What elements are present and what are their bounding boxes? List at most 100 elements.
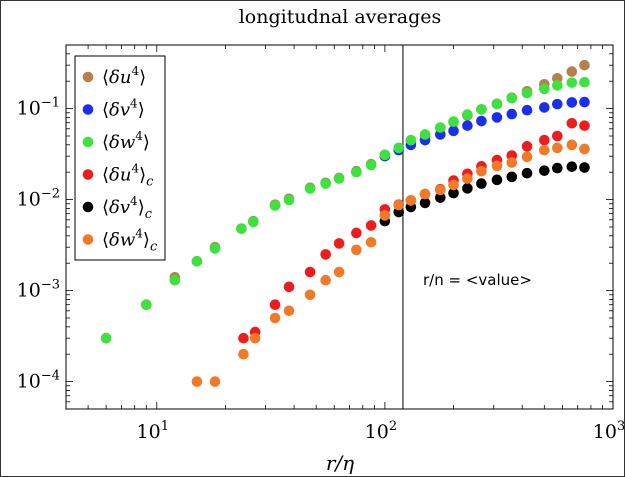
chart-title: longitudnal averages [239, 6, 442, 28]
data-point-series-2 [320, 178, 331, 189]
legend-marker [82, 136, 94, 148]
data-point-series-2 [435, 122, 446, 133]
data-point-series-2 [476, 104, 487, 115]
data-point-series-2 [405, 134, 417, 146]
data-point-series-5 [238, 348, 249, 360]
legend-marker [82, 201, 94, 213]
legend-label: ⟨δw4⟩c [102, 227, 158, 255]
data-point-series-5 [333, 266, 345, 278]
data-point-series-3 [566, 117, 578, 129]
data-point-series-2 [365, 159, 377, 171]
data-point-series-5 [506, 157, 518, 168]
data-point-series-5 [566, 139, 578, 151]
data-point-series-1 [521, 104, 533, 116]
data-point-series-2 [491, 98, 503, 110]
plot-area: 101 102 103 10−4 10−3 10−2 10−1 r/n = <value> ⟨δ… [17, 44, 624, 443]
reference-line-annotation: r/n = <value> [423, 271, 532, 289]
data-point-series-2 [333, 173, 345, 184]
y-tick-label: 10−4 [17, 369, 60, 393]
y-tick-label: 10−1 [17, 96, 60, 120]
data-point-series-4 [566, 161, 578, 172]
data-point-series-5 [283, 305, 295, 317]
data-point-series-5 [552, 142, 563, 154]
y-tick-label: 10−2 [17, 187, 60, 211]
data-point-series-2 [566, 77, 578, 88]
data-point-series-4 [521, 167, 533, 179]
legend-label: ⟨δu4⟩ [102, 64, 146, 88]
data-point-series-3 [521, 141, 533, 152]
data-point-series-1 [491, 112, 503, 123]
data-point-series-2 [100, 332, 112, 344]
x-tick-label: 102 [365, 419, 397, 443]
data-point-series-5 [491, 160, 503, 172]
data-point-series-2 [304, 183, 316, 194]
data-point-series-3 [283, 281, 295, 293]
data-point-series-2 [521, 87, 533, 99]
data-point-series-1 [566, 97, 578, 108]
x-tick-label: 101 [137, 419, 169, 443]
data-point-series-0 [579, 59, 590, 71]
data-point-series-3 [320, 249, 331, 260]
data-point-series-4 [506, 171, 518, 183]
data-point-series-5 [320, 274, 331, 286]
data-point-series-2 [539, 83, 550, 95]
data-point-series-1 [579, 96, 590, 108]
data-point-series-4 [448, 187, 459, 199]
data-point-series-2 [169, 274, 181, 286]
x-axis-label: r/η [326, 451, 354, 475]
x-tick-label: 103 [593, 419, 624, 443]
y-tick-label: 10−3 [17, 278, 60, 302]
data-point-series-4 [552, 162, 563, 174]
data-point-series-5 [393, 199, 405, 211]
data-point-series-1 [552, 98, 563, 110]
data-point-series-5 [249, 332, 261, 344]
data-point-series-1 [462, 120, 473, 131]
legend-label: ⟨δv4⟩c [102, 194, 153, 222]
data-point-series-2 [448, 116, 459, 127]
data-point-series-3 [333, 238, 345, 249]
data-point-series-2 [209, 243, 221, 254]
data-point-series-5 [379, 210, 391, 221]
data-point-series-5 [419, 188, 431, 200]
data-point-series-5 [476, 165, 487, 177]
data-point-series-5 [521, 151, 533, 163]
data-point-series-2 [351, 166, 362, 178]
legend-label: ⟨δv4⟩ [102, 97, 145, 121]
data-point-series-5 [462, 173, 473, 184]
data-point-series-2 [393, 142, 405, 154]
data-point-series-2 [579, 76, 590, 88]
data-point-series-2 [462, 109, 473, 120]
data-point-series-5 [209, 376, 221, 387]
data-point-series-3 [539, 134, 550, 146]
data-point-series-3 [365, 220, 377, 231]
legend-marker [82, 169, 94, 180]
data-point-series-5 [365, 236, 377, 248]
data-point-series-4 [476, 178, 487, 189]
data-point-series-1 [506, 108, 518, 120]
data-point-series-5 [351, 244, 362, 256]
data-point-series-0 [566, 66, 578, 77]
data-point-series-3 [269, 299, 281, 311]
data-point-series-1 [448, 125, 459, 137]
data-point-series-5 [191, 376, 203, 387]
data-point-series-2 [552, 80, 563, 91]
legend-label: ⟨δu4⟩c [102, 162, 154, 190]
data-point-series-2 [379, 149, 391, 161]
legend-box [74, 55, 166, 261]
data-point-series-4 [419, 197, 431, 209]
data-point-series-4 [491, 174, 503, 186]
data-point-series-5 [304, 289, 316, 301]
data-point-series-2 [191, 255, 203, 267]
legend-label: ⟨δw4⟩ [102, 129, 150, 153]
data-point-series-1 [539, 102, 550, 113]
data-point-series-5 [435, 184, 446, 196]
data-point-series-3 [304, 266, 316, 278]
data-point-series-5 [579, 143, 590, 155]
data-point-series-3 [351, 227, 362, 239]
data-point-series-3 [552, 130, 563, 142]
data-point-series-1 [476, 115, 487, 127]
data-point-series-2 [236, 223, 247, 234]
data-point-series-5 [405, 195, 417, 206]
